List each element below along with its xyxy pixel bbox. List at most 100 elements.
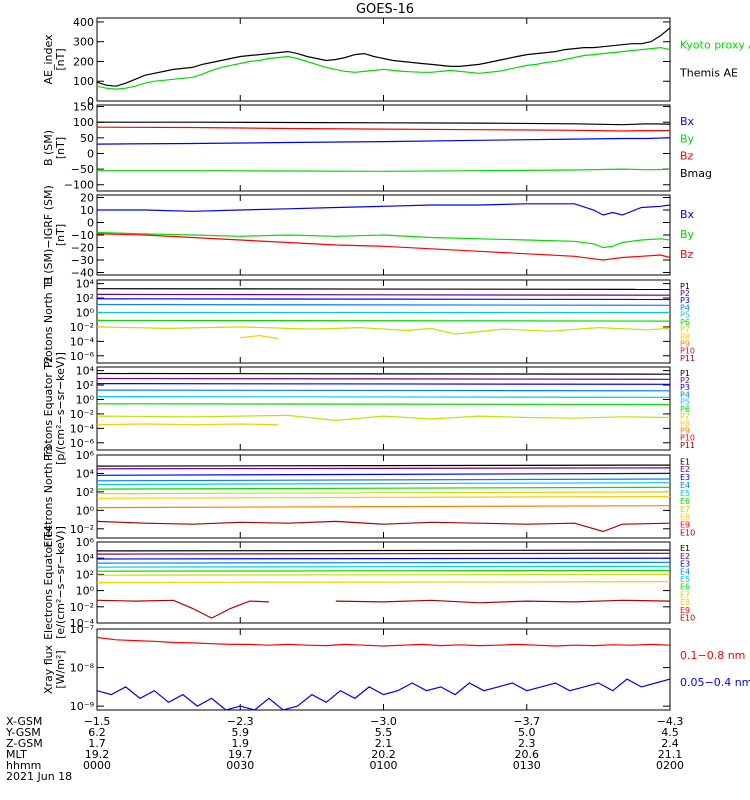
- chart-title: GOES-16: [356, 2, 414, 17]
- series-line-Bz: [96, 126, 670, 132]
- y-axis-units: [p/(cm²−s−sr−keV)]: [54, 352, 67, 465]
- y-tick-label: 0: [87, 95, 94, 108]
- legend-entry: P7: [680, 412, 690, 421]
- series-line-E6: [96, 486, 671, 490]
- axis-row-value: 0100: [370, 759, 398, 772]
- legend-entry: P6: [680, 318, 690, 327]
- axis-row-value: 0030: [226, 759, 254, 772]
- y-tick-label: 10⁴: [76, 365, 95, 378]
- y-axis-units: [W/m²]: [54, 650, 67, 688]
- series-line-P4: [96, 389, 671, 392]
- y-tick-label: 10⁰: [76, 504, 95, 517]
- y-tick-label: −20: [71, 242, 94, 255]
- panel-frame: [96, 628, 671, 711]
- legend-entry: Bx: [680, 208, 695, 221]
- legend-entry: P7: [680, 325, 690, 334]
- legend-entry: Themis AE: [679, 66, 738, 79]
- legend-entry: E9: [680, 521, 690, 530]
- y-tick-label: 10⁻⁸: [70, 662, 95, 675]
- series-line-P5: [96, 396, 671, 398]
- series-line-0-05-0-4-nm: [96, 678, 671, 711]
- series-line-E4: [96, 478, 671, 482]
- series-line-By: [97, 168, 671, 172]
- y-tick-label: 10⁻²: [70, 523, 94, 536]
- y-axis-label: AE_index: [42, 34, 55, 85]
- legend-entry: E1: [680, 544, 690, 553]
- legend-entry: E2: [680, 465, 690, 474]
- legend-entry: P4: [680, 390, 690, 399]
- y-tick-label: 10⁶: [76, 449, 95, 462]
- axis-row-label: Z-GSM: [6, 737, 43, 750]
- legend-entry: E9: [680, 606, 690, 615]
- y-axis-units: [e/(cm²−s−sr−keV)]: [54, 526, 67, 639]
- series-line-Bx: [97, 203, 671, 216]
- series-line-Kyoto-proxy-AE: [96, 46, 671, 90]
- series-line-P6: [96, 319, 671, 322]
- series-line-E5: [96, 565, 671, 568]
- legend-entry: P10: [680, 434, 695, 443]
- axis-row-label: Y-GSM: [5, 726, 41, 739]
- y-tick-label: −50: [71, 163, 94, 176]
- series-line-E9: [96, 505, 671, 509]
- y-tick-label: 300: [73, 36, 94, 49]
- series-line-E2: [96, 552, 671, 555]
- legend-entry: E6: [680, 583, 690, 592]
- axis-row-value: 0200: [656, 759, 684, 772]
- axis-row-value: 20.6: [515, 748, 540, 761]
- legend-entry: E10: [680, 528, 695, 537]
- legend-entry: 0.1−0.8 nm: [680, 649, 745, 662]
- y-axis-label: B (SM)−IGRF (SM): [42, 185, 55, 285]
- series-line-E4: [96, 561, 671, 564]
- legend-entry: E4: [680, 481, 690, 490]
- legend-entry: P6: [680, 405, 690, 414]
- y-tick-label: 400: [73, 16, 94, 29]
- axis-row-value: 1.7: [88, 737, 106, 750]
- legend-entry: By: [680, 228, 695, 241]
- legend-entry: P4: [680, 303, 690, 312]
- series-line-P4: [96, 303, 671, 306]
- axis-row-value: 21.1: [658, 748, 683, 761]
- legend-entry: E3: [680, 560, 690, 569]
- series-line-P1: [96, 372, 671, 375]
- y-tick-label: 50: [80, 132, 94, 145]
- y-axis-label: Electrons Equator T4: [42, 525, 55, 640]
- axis-row-label: MLT: [6, 748, 27, 761]
- series-line-E3: [96, 557, 671, 560]
- legend-entry: Bmag: [680, 167, 712, 180]
- legend-entry: E7: [680, 505, 690, 514]
- legend-entry: P2: [680, 376, 690, 385]
- axis-row-label: hhmm: [6, 759, 41, 772]
- series-line-Bmag: [97, 121, 671, 126]
- y-tick-label: 0: [87, 217, 94, 230]
- series-line-P2: [96, 377, 671, 380]
- legend-entry: Bx: [680, 115, 695, 128]
- legend-entry: P1: [680, 282, 690, 291]
- y-tick-label: 10: [80, 204, 94, 217]
- y-tick-label: 10⁰: [76, 393, 95, 406]
- series-line-E10: [335, 599, 671, 604]
- axis-row-value: 4.5: [661, 726, 679, 739]
- y-tick-label: −40: [71, 267, 94, 280]
- y-tick-label: −10: [71, 229, 94, 242]
- y-tick-label: 10⁻⁷: [70, 623, 94, 636]
- series-line-E8: [96, 581, 671, 584]
- legend-entry: E7: [680, 590, 690, 599]
- legend-entry: P3: [680, 296, 690, 305]
- legend-entry: E10: [680, 614, 695, 623]
- panel-frame: [96, 104, 671, 192]
- y-tick-label: 10⁰: [76, 585, 95, 598]
- series-line-P6: [96, 403, 671, 406]
- axis-row-value: 19.7: [228, 748, 253, 761]
- y-tick-label: 10⁰: [76, 306, 95, 319]
- axis-row-value: 5.9: [232, 726, 250, 739]
- y-tick-label: 10²: [76, 379, 94, 392]
- y-tick-label: 10⁻⁴: [70, 617, 95, 630]
- y-tick-label: 0: [87, 147, 94, 160]
- legend-entry: P5: [680, 311, 690, 320]
- y-tick-label: 10⁻⁴: [70, 335, 95, 348]
- axis-row-value: 0000: [83, 759, 111, 772]
- y-tick-label: 10⁻²: [70, 408, 94, 421]
- series-line-P3: [96, 298, 671, 301]
- legend-entry: E8: [680, 513, 690, 522]
